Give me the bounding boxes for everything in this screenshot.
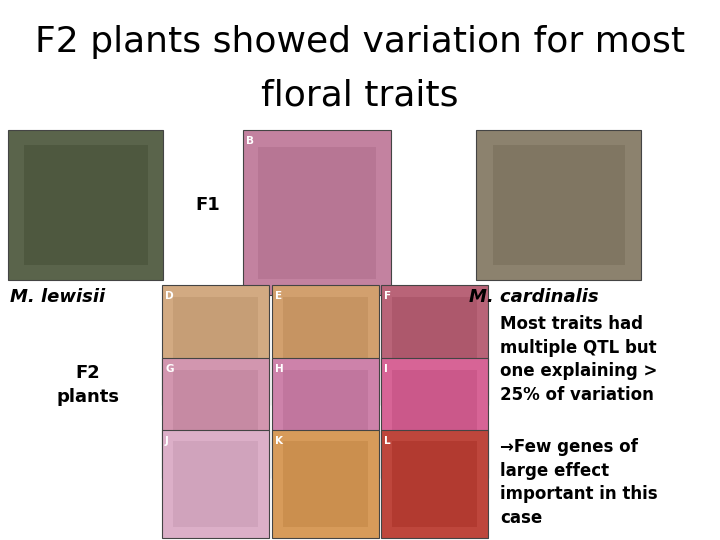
Bar [381,285,488,405]
Bar [272,285,379,405]
Bar [162,358,269,478]
Text: F2 plants showed variation for most: F2 plants showed variation for most [35,25,685,59]
Text: B: B [246,136,254,146]
Text: I: I [384,364,388,374]
Bar [381,430,488,538]
Bar [8,130,163,280]
Bar [392,297,477,393]
Text: F1: F1 [196,196,220,214]
Text: M. cardinalis: M. cardinalis [469,288,599,306]
Text: J: J [165,436,169,446]
Text: D: D [165,291,174,301]
Text: K: K [275,436,283,446]
Bar [492,145,624,265]
Bar [392,370,477,466]
Bar [258,146,377,279]
Text: →Few genes of
large effect
important in this
case: →Few genes of large effect important in … [500,438,657,527]
Bar [24,145,148,265]
Bar [283,297,369,393]
Bar [272,358,379,478]
Bar [381,358,488,478]
Text: floral traits: floral traits [261,78,459,112]
Text: G: G [165,364,174,374]
Bar [173,441,258,527]
Bar [243,130,391,295]
Text: Most traits had
multiple QTL but
one explaining >
25% of variation: Most traits had multiple QTL but one exp… [500,315,657,404]
Bar [162,430,269,538]
Bar [283,441,369,527]
Text: H: H [275,364,284,374]
Text: F: F [384,291,391,301]
Bar [283,370,369,466]
Bar [173,297,258,393]
Bar [162,285,269,405]
Text: M. lewisii: M. lewisii [10,288,105,306]
Text: F2
plants: F2 plants [56,363,120,407]
Text: L: L [384,436,391,446]
Text: E: E [275,291,282,301]
Bar [392,441,477,527]
Bar [272,430,379,538]
Bar [476,130,641,280]
Bar [173,370,258,466]
